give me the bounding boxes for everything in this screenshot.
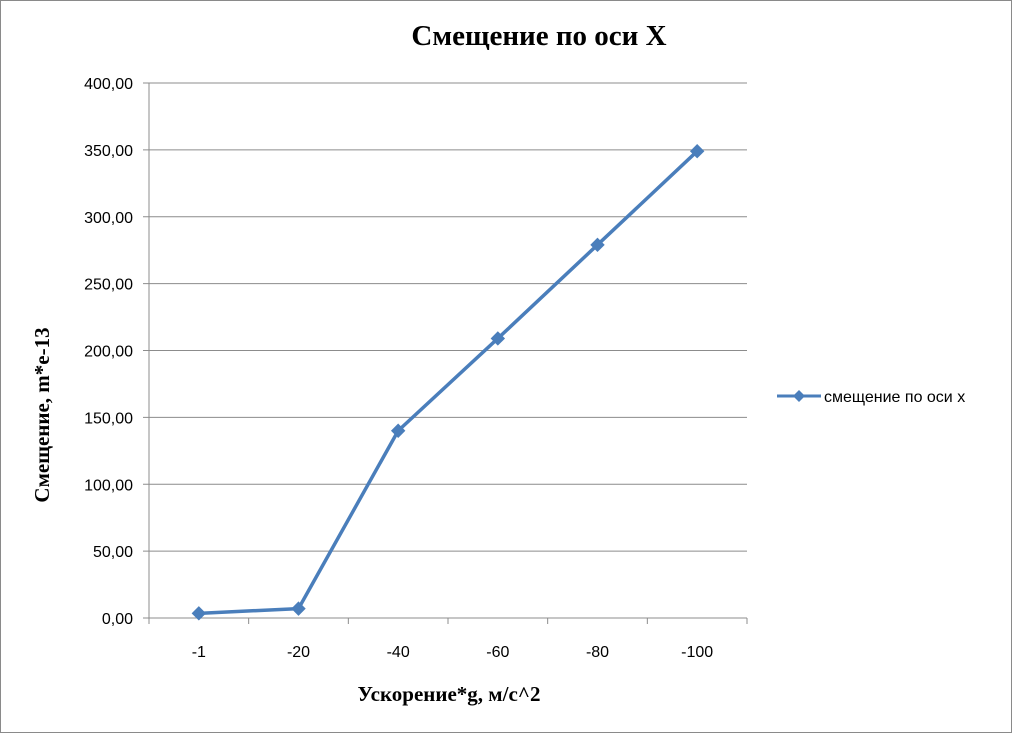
legend-label: смещение по оси x	[824, 389, 965, 406]
y-tick-label: 100,00	[84, 477, 133, 494]
y-axis-title: Смещение, m*e-13	[30, 327, 54, 502]
gridlines	[149, 82, 747, 552]
legend-marker	[793, 390, 805, 402]
axes	[143, 82, 748, 624]
y-tick-label: 300,00	[84, 210, 133, 227]
data-point	[490, 331, 506, 346]
x-tick-labels: -1 -20 -40 -60 -80 -100	[192, 644, 714, 661]
x-tick-label: -40	[387, 644, 410, 661]
x-tick-label: -60	[486, 644, 509, 661]
data-point	[689, 144, 705, 159]
x-tick-label: -100	[681, 644, 713, 661]
x-tick-label: -80	[586, 644, 609, 661]
y-tick-label: 150,00	[84, 410, 133, 427]
data-point	[291, 601, 306, 616]
legend: смещение по оси x	[777, 389, 965, 406]
y-tick-label: 0,00	[102, 611, 133, 628]
x-tick-label: -1	[192, 644, 206, 661]
y-tick-label: 400,00	[84, 76, 133, 93]
data-point	[191, 606, 207, 621]
y-tick-label: 200,00	[84, 344, 133, 361]
y-tick-labels: 0,00 50,00 100,00 150,00 200,00 250,00 300,00 3…	[84, 76, 133, 628]
data-point	[590, 237, 605, 253]
y-tick-label: 50,00	[93, 544, 133, 561]
chart-title: Смещение по оси X	[411, 20, 666, 52]
x-axis-title: Ускорение*g, м/с^2	[358, 682, 541, 706]
series-line	[197, 149, 699, 616]
x-tick-label: -20	[287, 644, 310, 661]
y-tick-label: 350,00	[84, 143, 133, 160]
series	[191, 144, 705, 621]
y-tick-label: 250,00	[84, 277, 133, 294]
data-point	[390, 423, 406, 438]
